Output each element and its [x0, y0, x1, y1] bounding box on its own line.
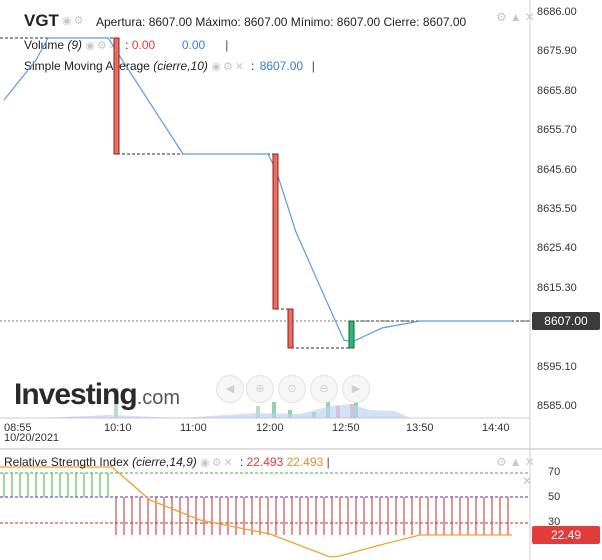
zoom-out-button[interactable]: ⊖	[310, 375, 338, 403]
time-tick: 12:50	[332, 422, 360, 434]
rsi-current-tag: 22.49	[532, 526, 600, 544]
symbol-name: VGT	[24, 11, 59, 30]
volume-bar	[256, 406, 260, 418]
candle-down	[287, 308, 294, 349]
price-tick: 8665.80	[537, 84, 577, 97]
time-tick: 13:50	[406, 422, 434, 434]
price-tick: 8635.50	[537, 203, 577, 215]
gear-icon[interactable]: ⚙	[211, 457, 224, 469]
up-icon[interactable]: ▲	[509, 455, 525, 469]
logo-brand: Investing	[14, 378, 138, 411]
price-tick: 8615.30	[537, 281, 577, 294]
rsi-histogram	[3, 473, 509, 535]
close-icon[interactable]: ✕	[522, 474, 536, 488]
volume-param: (9)	[67, 38, 83, 52]
gear-icon[interactable]: ⚙	[73, 15, 86, 27]
zoom-reset-icon: ⊙	[287, 383, 297, 395]
rsi-param: (cierre,14,9)	[132, 455, 197, 469]
gear-icon[interactable]: ⚙	[97, 40, 109, 52]
logo-suffix: .com	[136, 387, 181, 409]
rsi-legend: Relative Strength Index (cierre,14,9) ◉⚙…	[4, 455, 330, 469]
zoom-out-icon: ⊖	[319, 383, 329, 395]
forward-button[interactable]: ▶	[342, 375, 370, 403]
gear-icon[interactable]: ⚙	[496, 10, 510, 24]
volume-bar	[354, 392, 358, 418]
time-tick: 11:00	[180, 422, 207, 434]
price-tick: 8585.00	[537, 400, 577, 412]
eye-icon[interactable]: ◉	[62, 15, 74, 27]
gear-icon[interactable]: ⚙	[496, 455, 510, 469]
price-tick: 8625.40	[537, 242, 577, 255]
volume-ma-area	[40, 404, 410, 418]
rsi-pane	[0, 466, 530, 558]
rsi-pane-controls[interactable]: ⚙▲✕	[496, 455, 538, 469]
time-tick: 14:40	[482, 422, 510, 434]
symbol-tools[interactable]: ◉⚙	[62, 14, 85, 27]
price-tick: 8655.70	[537, 124, 577, 137]
rsi-line	[0, 466, 512, 558]
forward-icon: ▶	[351, 383, 361, 395]
sma-tools[interactable]: ◉⚙✕	[211, 61, 251, 73]
rewind-icon: ◀	[225, 383, 235, 395]
rewind-button[interactable]: ◀	[216, 375, 244, 403]
price-tick: 8595.10	[537, 360, 577, 373]
time-tick: 10:10	[104, 422, 132, 434]
time-tick: 12:00	[256, 422, 284, 434]
candle-down	[272, 153, 279, 310]
price-tick: 8675.90	[537, 45, 577, 58]
rsi-tools[interactable]: ◉⚙✕	[200, 457, 240, 469]
volume-value-blue: 0.00	[181, 38, 206, 52]
price-tick: 8686.00	[537, 6, 577, 18]
sma-param: (cierre,10)	[153, 59, 208, 73]
date-label: 10/20/2021	[4, 432, 60, 444]
rsi-value-red: 22.493	[246, 455, 284, 469]
eye-icon[interactable]: ◉	[85, 40, 97, 52]
eye-icon[interactable]: ◉	[200, 457, 212, 469]
zoom-reset-button[interactable]: ⊙	[278, 375, 306, 403]
candles	[113, 37, 355, 349]
eye-icon[interactable]: ◉	[211, 61, 223, 73]
rsi-value-orange: 22.493	[286, 455, 324, 469]
ohlc-values: Apertura: 8607.00 Máximo: 8607.00 Mínimo…	[96, 15, 467, 29]
close-icon[interactable]: ✕	[234, 61, 246, 73]
rsi-tick: 30	[548, 516, 561, 528]
step-lines	[0, 37, 530, 349]
price-tick: 8645.60	[537, 163, 577, 176]
zoom-in-icon: ⊕	[255, 383, 265, 395]
zoom-in-button[interactable]: ⊕	[246, 375, 274, 403]
investing-logo: Investing.com	[14, 378, 180, 412]
rsi-tick: 70	[548, 466, 561, 478]
up-icon[interactable]: ▲	[509, 10, 525, 24]
rsi-name: Relative Strength Index	[4, 455, 129, 469]
close-icon[interactable]: ✕	[223, 457, 235, 469]
volume-bar	[272, 402, 276, 418]
rsi-tick: 50	[548, 491, 561, 503]
volume-value-red: 0.00	[131, 38, 156, 52]
candle-up	[348, 320, 355, 349]
candle-down	[113, 37, 120, 155]
rsi-close[interactable]: ✕	[522, 474, 535, 488]
time-tick: 08:55	[4, 422, 32, 434]
sma-value: 8607.00	[257, 59, 306, 73]
gear-icon[interactable]: ⚙	[222, 61, 235, 73]
current-price-tag: 8607.00	[532, 312, 600, 330]
sma-line	[3, 37, 512, 343]
title-row: VGT ◉⚙ Apertura: 8607.00 Máximo: 8607.00…	[0, 10, 540, 32]
close-icon[interactable]: ✕	[524, 455, 538, 469]
volume-bar	[114, 388, 118, 418]
